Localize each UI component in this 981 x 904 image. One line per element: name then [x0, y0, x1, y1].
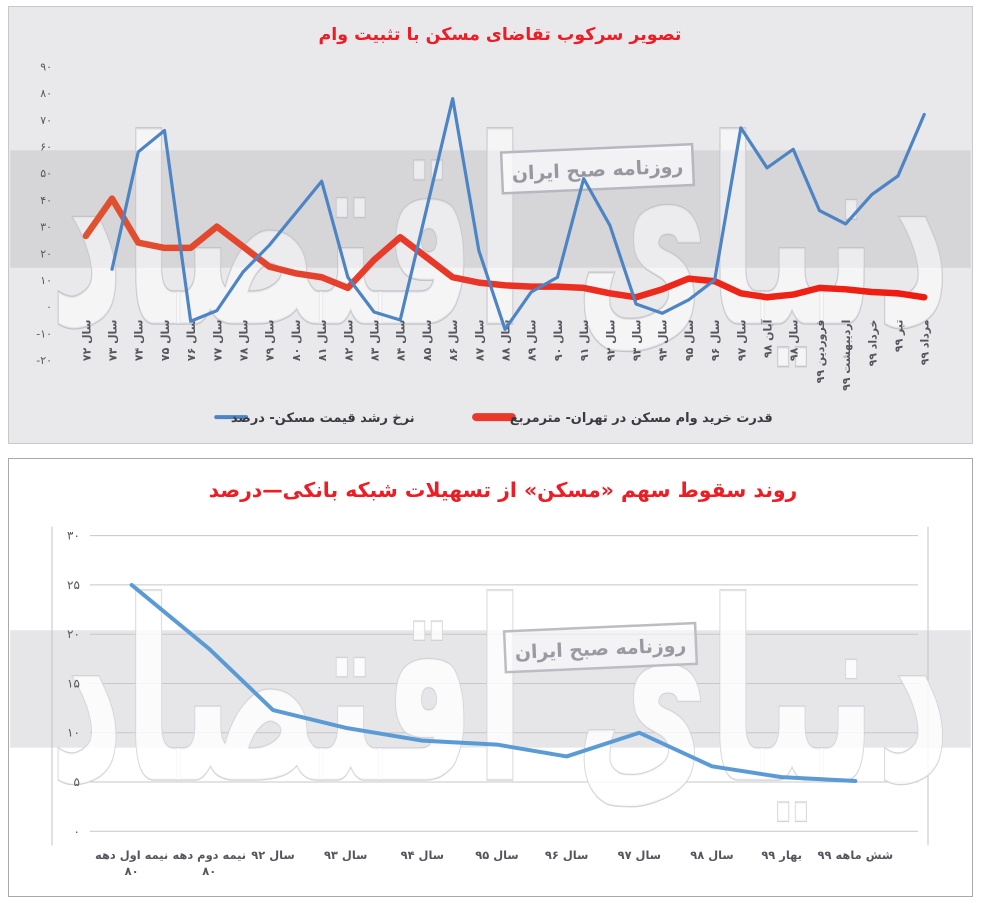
x-category-label: سال ۸۳ — [369, 320, 382, 362]
x-category-label: سال ۹۴ — [657, 320, 670, 362]
x-category-label: سال ۷۵ — [159, 320, 172, 362]
x-category-label: سال ۹۳ — [324, 848, 367, 862]
x-category-label: سال ۷۲ — [80, 320, 93, 362]
x-category-label: سال ۹۵ — [475, 848, 518, 862]
x-category-label: سال ۹۷ — [735, 320, 748, 362]
price-growth-line — [110, 96, 926, 331]
x-category-label: سال ۹۶ — [545, 848, 588, 862]
y-tick-label: ۵ — [73, 775, 79, 789]
newspaper-stamp: روزنامه صبح ایران — [502, 621, 699, 674]
x-category-label: سال ۸۱ — [316, 320, 329, 362]
x-category-label: سال ۷۳ — [107, 320, 120, 362]
y-tick-label: -۱۰ — [36, 327, 52, 340]
y-tick-label: ۳۰ — [67, 529, 80, 543]
x-category-label: سال ۸۲ — [342, 320, 355, 362]
x-category-label: سال ۹۲ — [251, 848, 294, 862]
y-tick-label: ۶۰ — [40, 141, 52, 154]
y-tick-label: ۹۰ — [40, 61, 52, 74]
y-tick-label: ۲۵ — [67, 578, 80, 592]
y-tick-label: ۵۰ — [40, 167, 52, 180]
x-category-label: سال ۷۴ — [133, 320, 146, 362]
y-tick-label: ۴۰ — [40, 194, 52, 207]
y-tick-label: ۱۵ — [67, 676, 80, 690]
x-category-label: اردیبهشت ۹۹ — [840, 320, 853, 391]
x-category-label: سال ۹۴ — [401, 848, 444, 862]
y-tick-label: ۸۰ — [40, 87, 52, 100]
legend-label-price-growth: نرخ رشد قیمت مسکن- درصد — [231, 411, 415, 426]
y-tick-label: ۳۰ — [40, 221, 52, 234]
top-chart-svg: دنیای اقتصاد روزنامه صبح ایران ۹۰ ۸۰ ۷۰ ۶۰ ۵… — [10, 25, 971, 426]
top-y-axis: ۹۰ ۸۰ ۷۰ ۶۰ ۵۰ ۴۰ ۳۰ ۲۰ ۱۰ ۰ -۱۰ -۲۰ — [36, 61, 52, 367]
watermark-band — [10, 630, 971, 748]
x-category-label: بهار ۹۹ — [761, 848, 802, 862]
bottom-chart-title: روند سقوط سهم «مسکن» از تسهیلات شبکه بان… — [209, 478, 798, 502]
x-category-label: سال ۸۶ — [447, 320, 460, 362]
y-tick-label: ۷۰ — [40, 114, 52, 127]
bottom-chart-panel: دنیای اقتصاد روزنامه صبح ایران ۳۰ ۲۵ ۲۰ ۱۵ ۱… — [8, 458, 973, 897]
x-category-label: سال ۸۵ — [421, 320, 434, 362]
x-category-label: سال ۸۴ — [395, 320, 408, 362]
x-category-label: مرداد ۹۹ — [919, 320, 932, 366]
y-tick-label: ۲۰ — [40, 247, 52, 260]
x-category-label: آبان ۹۸ — [761, 319, 775, 358]
x-category-label: سال ۹۰ — [552, 320, 565, 362]
stamp-border — [499, 142, 696, 195]
x-category-label: سال ۹۵ — [683, 320, 696, 362]
x-category-label: نیمه اول دهه ۸۰ — [95, 848, 168, 878]
newspaper-stamp: روزنامه صبح ایران — [499, 142, 696, 195]
x-category-label: سال ۸۸ — [500, 320, 513, 362]
bottom-y-axis: ۳۰ ۲۵ ۲۰ ۱۵ ۱۰ ۵ ۰ — [67, 529, 80, 839]
x-category-label: سال ۹۱ — [578, 320, 591, 362]
brand-watermark: دنیای اقتصاد — [50, 549, 951, 839]
x-category-label: شش ماهه ۹۹ — [818, 848, 894, 862]
y-tick-label: ۱۰ — [40, 274, 52, 287]
bottom-chart-svg: دنیای اقتصاد روزنامه صبح ایران ۳۰ ۲۵ ۲۰ ۱۵ ۱… — [10, 478, 971, 878]
top-x-axis: سال ۷۲ سال ۷۳ سال ۷۴ سال ۷۵ سال ۷۶ سال ۷۷ سال … — [80, 319, 931, 391]
stamp-border — [502, 621, 699, 674]
bottom-gridlines — [51, 526, 929, 846]
x-category-label: سال ۸۹ — [526, 320, 539, 362]
y-tick-label: ۰ — [46, 301, 52, 314]
x-category-label: سال ۹۶ — [709, 320, 722, 362]
y-tick-label: ۱۰ — [67, 726, 80, 740]
x-category-label: خرداد ۹۹ — [866, 320, 879, 367]
top-chart-title: تصویر سرکوب تقاضای مسکن با تثبیت وام — [319, 25, 682, 45]
x-category-label: سال ۷۹ — [264, 320, 277, 362]
x-category-label: تیر ۹۹ — [893, 320, 906, 353]
x-category-label: سال ۷۷ — [211, 320, 224, 362]
x-category-label: سال ۹۳ — [631, 320, 644, 362]
brand-watermark: دنیای اقتصاد — [50, 86, 951, 385]
x-category-label: فروردین ۹۹ — [814, 320, 827, 384]
x-category-label: سال ۸۰ — [290, 320, 303, 362]
x-category-label: سال ۹۸ — [690, 848, 733, 862]
x-category-label: سال ۷۶ — [185, 320, 198, 362]
legend-label-loan-power: قدرت خرید وام مسکن در تهران- مترمربع — [510, 411, 773, 426]
bottom-series — [129, 582, 858, 784]
housing-share-line — [129, 582, 858, 784]
loan-power-line — [82, 195, 928, 301]
x-category-label: سال ۹۲ — [604, 320, 617, 362]
y-tick-label: ۲۰ — [67, 627, 80, 641]
x-category-label: نیمه دوم دهه ۸۰ — [172, 848, 246, 878]
y-tick-label: -۲۰ — [36, 354, 52, 367]
x-category-label: سال ۹۷ — [618, 848, 661, 862]
top-chart-panel: دنیای اقتصاد روزنامه صبح ایران ۹۰ ۸۰ ۷۰ ۶۰ ۵… — [8, 6, 973, 444]
x-category-label: سال ۸۷ — [473, 320, 486, 362]
x-category-label: سال ۹۸ — [788, 320, 801, 362]
top-series — [82, 96, 928, 331]
y-tick-label: ۰ — [73, 824, 79, 838]
top-chart-legend: نرخ رشد قیمت مسکن- درصد قدرت خرید وام مس… — [214, 411, 773, 426]
x-category-label: سال ۷۸ — [238, 320, 251, 362]
